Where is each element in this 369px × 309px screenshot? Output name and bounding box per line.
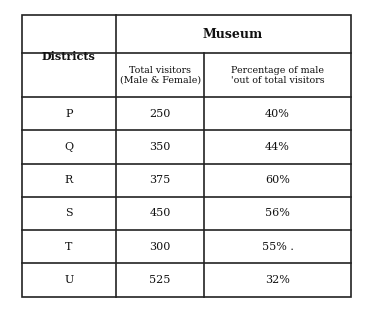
Text: 44%: 44% xyxy=(265,142,290,152)
Text: Districts: Districts xyxy=(42,51,96,62)
Text: 450: 450 xyxy=(149,209,171,218)
Text: 375: 375 xyxy=(149,175,171,185)
Text: R: R xyxy=(65,175,73,185)
Text: Total visitors
(Male & Female): Total visitors (Male & Female) xyxy=(120,66,201,85)
Text: 300: 300 xyxy=(149,242,171,252)
Text: Q: Q xyxy=(64,142,73,152)
Text: 40%: 40% xyxy=(265,109,290,119)
Text: 250: 250 xyxy=(149,109,171,119)
Text: 350: 350 xyxy=(149,142,171,152)
Text: 56%: 56% xyxy=(265,209,290,218)
Text: 60%: 60% xyxy=(265,175,290,185)
Text: Museum: Museum xyxy=(203,28,263,41)
Text: S: S xyxy=(65,209,73,218)
Text: 525: 525 xyxy=(149,275,171,285)
Text: T: T xyxy=(65,242,73,252)
Text: 32%: 32% xyxy=(265,275,290,285)
Text: U: U xyxy=(64,275,73,285)
Text: P: P xyxy=(65,109,73,119)
Text: 55% .: 55% . xyxy=(262,242,293,252)
Text: Percentage of male
'out of total visitors: Percentage of male 'out of total visitor… xyxy=(231,66,324,85)
Bar xyxy=(22,15,351,297)
